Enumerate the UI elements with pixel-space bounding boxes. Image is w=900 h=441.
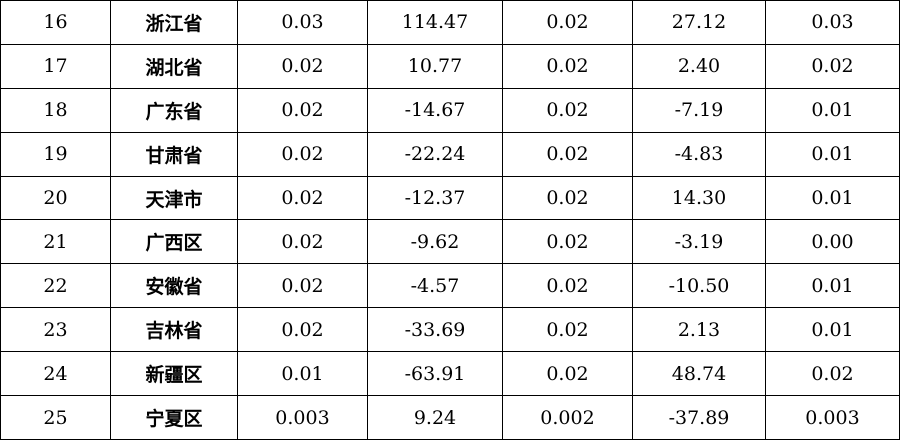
table-cell: 0.02 [765,351,900,397]
table-cell: 0.02 [502,263,633,309]
region-cell: 浙江省 [110,0,238,45]
table-cell: 0.01 [765,307,900,353]
table-cell: -63.91 [367,351,503,397]
table-cell: -12.37 [367,175,503,221]
table-row: 19 甘肃省 0.02 -22.24 0.02 -4.83 0.01 [0,131,900,177]
table-cell: 17 [0,43,111,89]
table-cell: 24 [0,351,111,397]
table-cell: 25 [0,395,111,440]
table-cell: 0.03 [765,0,900,45]
table-cell: 0.02 [502,0,633,45]
table-cell: 0.00 [765,219,900,265]
table-cell: 0.02 [502,307,633,353]
table-cell: -4.83 [632,131,766,177]
region-cell: 宁夏区 [110,395,238,440]
table-row: 16 浙江省 0.03 114.47 0.02 27.12 0.03 [0,0,900,45]
table-cell: -9.62 [367,219,503,265]
table-cell: -3.19 [632,219,766,265]
table-cell: -4.57 [367,263,503,309]
table-cell: -22.24 [367,131,503,177]
table-row: 18 广东省 0.02 -14.67 0.02 -7.19 0.01 [0,87,900,133]
table-row: 20 天津市 0.02 -12.37 0.02 14.30 0.01 [0,175,900,221]
table-cell: 23 [0,307,111,353]
table-cell: 2.40 [632,43,766,89]
table-cell: -7.19 [632,87,766,133]
table-cell: 14.30 [632,175,766,221]
table-row: 24 新疆区 0.01 -63.91 0.02 48.74 0.02 [0,351,900,397]
region-cell: 广东省 [110,87,238,133]
table-cell: 19 [0,131,111,177]
table-cell: 0.02 [765,43,900,89]
table-cell: 20 [0,175,111,221]
table-cell: 0.02 [237,307,368,353]
table-cell: 0.02 [502,43,633,89]
table-cell: 0.02 [502,87,633,133]
table-cell: 0.02 [237,43,368,89]
table-cell: 27.12 [632,0,766,45]
table-cell: 0.02 [502,131,633,177]
region-cell: 新疆区 [110,351,238,397]
table-cell: -10.50 [632,263,766,309]
region-cell: 安徽省 [110,263,238,309]
table-cell: 10.77 [367,43,503,89]
region-cell: 甘肃省 [110,131,238,177]
table-cell: 0.02 [237,87,368,133]
table-cell: 0.01 [765,131,900,177]
table-cell: 0.002 [502,395,633,440]
table-cell: 0.02 [237,175,368,221]
region-cell: 湖北省 [110,43,238,89]
region-cell: 广西区 [110,219,238,265]
table-cell: 0.003 [237,395,368,440]
table-cell: 9.24 [367,395,503,440]
table-cell: 0.01 [765,175,900,221]
table-cell: 114.47 [367,0,503,45]
table-cell: -37.89 [632,395,766,440]
table-cell: 0.02 [237,263,368,309]
table-row: 21 广西区 0.02 -9.62 0.02 -3.19 0.00 [0,219,900,265]
region-cell: 吉林省 [110,307,238,353]
table-row: 22 安徽省 0.02 -4.57 0.02 -10.50 0.01 [0,263,900,309]
table-cell: 2.13 [632,307,766,353]
table-cell: 0.003 [765,395,900,440]
table-cell: -33.69 [367,307,503,353]
table-cell: 0.01 [765,263,900,309]
table-cell: 0.02 [502,351,633,397]
table-row: 25 宁夏区 0.003 9.24 0.002 -37.89 0.003 [0,395,900,440]
region-cell: 天津市 [110,175,238,221]
table-cell: 22 [0,263,111,309]
table-cell: 0.01 [765,87,900,133]
table-cell: 18 [0,87,111,133]
table-cell: 21 [0,219,111,265]
table-cell: 0.02 [237,219,368,265]
table-cell: 0.02 [237,131,368,177]
table-cell: 16 [0,0,111,45]
table-cell: -14.67 [367,87,503,133]
table-cell: 48.74 [632,351,766,397]
table-cell: 0.02 [502,219,633,265]
table-cell: 0.02 [502,175,633,221]
table-row: 23 吉林省 0.02 -33.69 0.02 2.13 0.01 [0,307,900,353]
table-cell: 0.01 [237,351,368,397]
table-row: 17 湖北省 0.02 10.77 0.02 2.40 0.02 [0,43,900,89]
table-cell: 0.03 [237,0,368,45]
